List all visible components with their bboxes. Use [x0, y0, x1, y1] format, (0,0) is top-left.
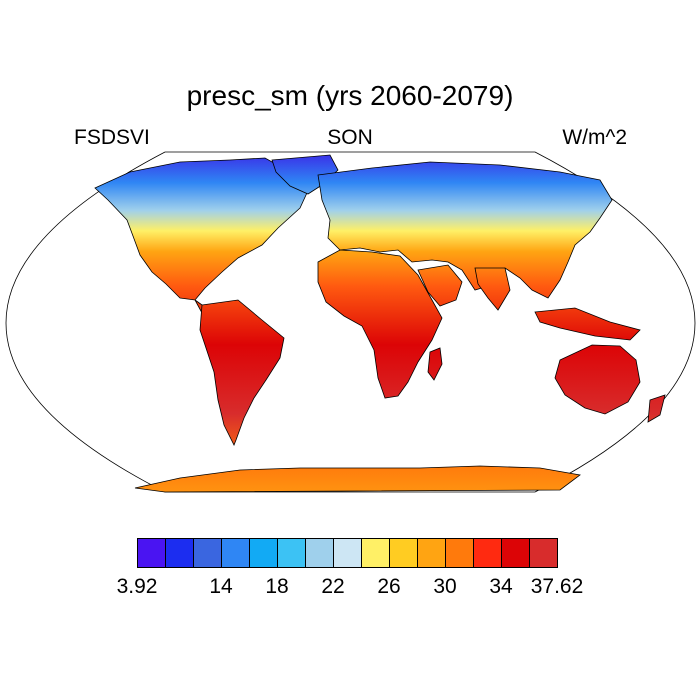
- colorbar-label: 34: [489, 575, 513, 598]
- colorbar-swatch: [361, 538, 390, 568]
- colorbar-label: 14: [209, 575, 233, 598]
- colorbar-swatch: [529, 538, 558, 568]
- colorbar-swatch: [417, 538, 446, 568]
- colorbar-label: 3.92: [116, 575, 158, 598]
- south-america: [199, 299, 285, 446]
- north-america: [94, 157, 313, 301]
- variable-label: FSDSVI: [74, 126, 150, 149]
- colorbar-swatch: [249, 538, 278, 568]
- colorbar-label: 26: [377, 575, 401, 598]
- colorbar: [137, 538, 558, 568]
- continents: [94, 154, 666, 493]
- eurasia: [317, 161, 613, 299]
- units-label: W/m^2: [562, 126, 627, 149]
- colorbar-swatch: [193, 538, 222, 568]
- africa: [317, 249, 443, 399]
- colorbar-swatch: [473, 538, 502, 568]
- colorbar-label: 22: [321, 575, 345, 598]
- colorbar-swatch: [305, 538, 334, 568]
- australia: [554, 344, 641, 415]
- season-label: SON: [327, 126, 373, 149]
- plot-title: presc_sm (yrs 2060-2079): [186, 80, 514, 111]
- colorbar-swatch: [165, 538, 194, 568]
- madagascar: [427, 347, 443, 381]
- colorbar-label: 30: [433, 575, 457, 598]
- colorbar-swatch: [445, 538, 474, 568]
- colorbar-swatch: [333, 538, 362, 568]
- colorbar-swatch: [389, 538, 418, 568]
- india: [474, 267, 511, 311]
- arabia: [417, 264, 463, 307]
- new-zealand: [647, 394, 666, 423]
- colorbar-swatch: [501, 538, 530, 568]
- colorbar-label: 18: [265, 575, 289, 598]
- indonesia: [534, 307, 641, 341]
- colorbar-swatch: [277, 538, 306, 568]
- colorbar-swatch: [137, 538, 166, 568]
- colorbar-swatch: [221, 538, 250, 568]
- colorbar-label: 37.62: [530, 575, 584, 598]
- antarctica: [134, 465, 581, 493]
